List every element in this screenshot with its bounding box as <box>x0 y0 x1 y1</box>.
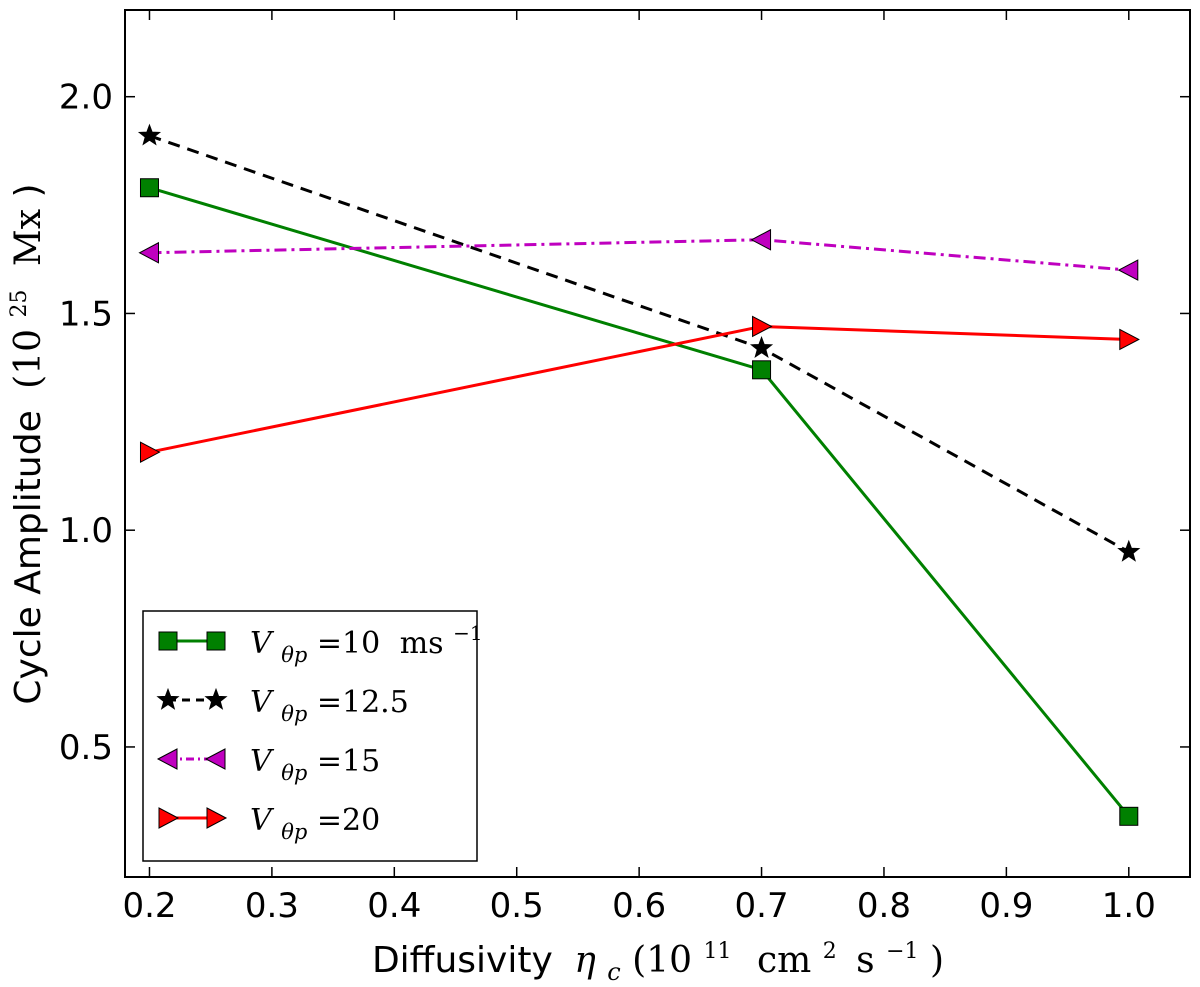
x-tick-label: 0.7 <box>735 886 789 926</box>
x-axis-label-unit-cm: cm <box>757 940 811 981</box>
series-3-point <box>1119 328 1140 351</box>
legend-entry-0-subscript: θp <box>281 643 307 667</box>
legend-entry-0-label: V θp =10 ms −1 <box>250 621 483 670</box>
legend-entry-0-marker <box>206 631 226 651</box>
legend-entry-1-marker <box>204 687 228 710</box>
legend-entry-2-value: =15 <box>317 744 380 779</box>
y-axis-label-unit-open: (10 <box>8 329 49 389</box>
legend-entry-2-prefix: V <box>250 744 275 779</box>
legend-entry-3-prefix: V <box>250 803 275 838</box>
legend-entry-2-label: V θp =15 <box>250 744 380 788</box>
series-1-point <box>137 123 162 146</box>
series-markers-group <box>137 123 1141 826</box>
y-axis-label-prefix: Cycle Amplitude <box>8 410 49 704</box>
series-3-point <box>139 441 161 463</box>
legend-entry-3-value: =20 <box>317 803 380 838</box>
series-2-point <box>1117 259 1139 281</box>
x-axis-label-subscript: c <box>607 958 620 986</box>
legend-entry-3-marker <box>158 807 180 829</box>
legend-entry-3-marker <box>206 807 228 829</box>
y-tick-label: 1.5 <box>59 294 113 334</box>
legend-entry-1-subscript: θp <box>281 702 307 726</box>
x-axis-label-unit-s-exponent: −1 <box>886 939 918 964</box>
series-0-point <box>139 178 159 198</box>
series-2-point <box>750 228 772 251</box>
x-axis-label-symbol: η <box>574 940 596 981</box>
y-tick-label: 2.0 <box>59 78 113 118</box>
plot-area-frame <box>124 9 1191 878</box>
legend-entry-1-value: =12.5 <box>317 685 409 720</box>
legend-entry-0-value: =10 <box>317 626 380 661</box>
tick-group: 0.2 0.3 0.4 0.5 0.6 0.7 0.8 0.9 1.0 0.5 1.0 1.5 2.0 <box>59 10 1190 926</box>
legend-entry-1-marker <box>156 687 180 710</box>
x-tick-label: 0.5 <box>490 886 544 926</box>
x-tick-label: 0.3 <box>245 886 299 926</box>
x-axis-label-unit-cm-exponent: 2 <box>823 939 837 964</box>
x-axis-label-unit-close: ) <box>930 940 944 981</box>
x-axis-label: Diffusivity η c (10 11 cm 2 s −1 ) <box>372 926 944 987</box>
x-tick-label: 0.2 <box>122 886 176 926</box>
legend: V θp =10 ms −1 V θp =12.5 V θp =15 V θp … <box>142 610 483 862</box>
y-axis-label-unit-close: ) <box>8 183 49 197</box>
x-tick-label: 0.6 <box>612 886 666 926</box>
x-tick-label: 0.4 <box>367 886 421 926</box>
legend-entry-0-unit-exponent: −1 <box>453 621 482 645</box>
legend-entry-1-label: V θp =12.5 <box>250 685 409 729</box>
x-axis-label-unit-exponent: 11 <box>703 939 731 964</box>
series-3-point <box>752 315 773 338</box>
x-axis-label-unit-s: s <box>856 940 874 981</box>
legend-entry-3-label: V θp =20 <box>250 803 380 847</box>
x-tick-label: 0.9 <box>979 886 1033 926</box>
legend-samples <box>156 631 228 829</box>
legend-entry-2-marker <box>156 748 178 770</box>
x-tick-label: 1.0 <box>1102 886 1156 926</box>
legend-entry-2-subscript: θp <box>281 761 307 785</box>
series-0-point <box>1119 806 1139 826</box>
y-axis-label-unit: Mx <box>8 209 49 266</box>
series-2-line <box>149 238 1129 272</box>
legend-entry-0-unit: ms <box>400 626 444 661</box>
y-axis-label-unit-exponent: 25 <box>7 290 32 318</box>
series-0-point <box>752 360 772 380</box>
series-2-point <box>138 241 159 264</box>
y-axis-label: Cycle Amplitude (10 25 Mx ) <box>0 183 49 704</box>
y-tick-label: 1.0 <box>59 511 113 551</box>
series-1-point <box>749 335 774 358</box>
series-1-point <box>1117 539 1141 562</box>
legend-entry-3-subscript: θp <box>281 820 307 844</box>
x-axis-label-unit-open: (10 <box>632 940 692 981</box>
legend-entry-0-prefix: V <box>250 626 275 661</box>
legend-entry-0-marker <box>158 631 178 651</box>
x-axis-label-prefix: Diffusivity <box>372 940 553 981</box>
legend-entry-1-prefix: V <box>250 685 275 720</box>
y-tick-label: 0.5 <box>59 728 113 768</box>
legend-entry-2-marker <box>204 748 226 770</box>
x-tick-label: 0.8 <box>857 886 911 926</box>
